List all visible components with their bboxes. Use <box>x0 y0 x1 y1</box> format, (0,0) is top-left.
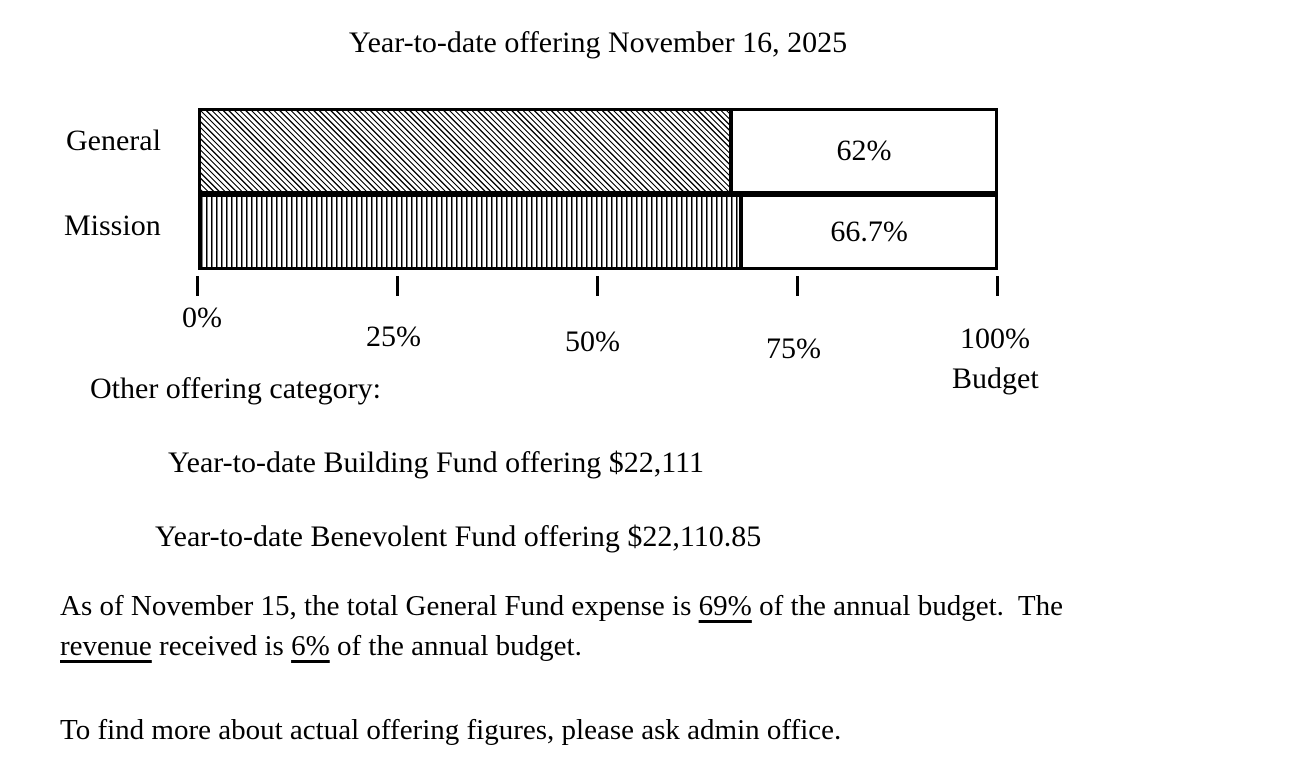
note-revenue-word: revenue <box>60 630 152 662</box>
bar-general: 62% <box>198 108 998 194</box>
axis-label-budget: Budget <box>952 362 1039 395</box>
bar-mission-fill-stripes <box>201 197 744 267</box>
note-seg-7: of the annual budget. <box>329 630 582 662</box>
axis-tick-label-100: 100% <box>960 322 1030 355</box>
axis-tick-100 <box>996 276 999 296</box>
benevolent-fund-line: Year-to-date Benevolent Fund offering $2… <box>155 520 762 553</box>
bar-general-fill-hatch <box>201 111 733 191</box>
category-label-mission: Mission <box>64 209 161 242</box>
bar-mission-value-label: 66.7% <box>743 197 995 267</box>
category-label-general: General <box>66 124 161 157</box>
budget-note-paragraph: As of November 15, the total General Fun… <box>60 586 1290 666</box>
axis-tick-label-50: 50% <box>565 325 620 358</box>
admin-office-note: To find more about actual offering figur… <box>60 714 842 746</box>
bar-general-value-label: 62% <box>732 111 995 191</box>
note-seg-5: received is <box>151 630 292 662</box>
note-seg-3: of the annual budget. The <box>751 590 1063 622</box>
bar-mission: 66.7% <box>198 194 998 270</box>
axis-tick-0 <box>196 276 199 296</box>
axis-tick-label-25: 25% <box>366 320 421 353</box>
axis-tick-25 <box>396 276 399 296</box>
axis-tick-75 <box>796 276 799 296</box>
note-revenue-percent: 6% <box>291 630 330 662</box>
other-offering-heading: Other offering category: <box>90 372 381 405</box>
note-seg-1: As of November 15, the total General Fun… <box>60 590 699 622</box>
building-fund-line: Year-to-date Building Fund offering $22,… <box>168 446 705 479</box>
axis-tick-label-0: 0% <box>182 301 222 334</box>
chart-title: Year-to-date offering November 16, 2025 <box>348 26 848 59</box>
axis-tick-label-75: 75% <box>766 332 821 365</box>
axis-tick-50 <box>596 276 599 296</box>
note-expense-percent: 69% <box>698 590 752 622</box>
